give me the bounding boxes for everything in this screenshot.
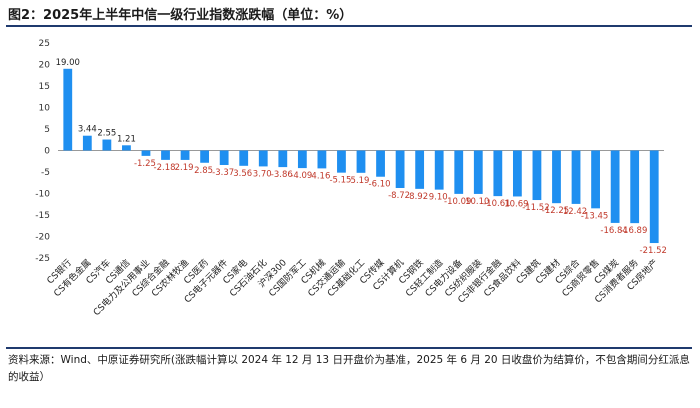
bar bbox=[552, 150, 561, 204]
bar bbox=[278, 150, 288, 168]
bar bbox=[258, 150, 268, 167]
data-label: 8.92 bbox=[409, 192, 428, 202]
bar bbox=[200, 150, 210, 163]
bar bbox=[473, 150, 483, 194]
bar bbox=[356, 150, 366, 173]
source-note: 资料来源：Wind、中原证券研究所(涨跌幅计算以 2024 年 12 月 13 … bbox=[8, 354, 690, 383]
data-label: 3.70 bbox=[253, 169, 272, 179]
bar bbox=[571, 150, 581, 204]
data-label: -3.86 bbox=[271, 170, 293, 180]
bar bbox=[161, 150, 170, 160]
y-tick-label: -10 bbox=[35, 190, 50, 200]
bar bbox=[102, 139, 112, 151]
data-label: 2.19 bbox=[175, 163, 194, 173]
bar bbox=[532, 150, 542, 201]
y-tick-label: 5 bbox=[44, 125, 50, 135]
data-label: -16.84 bbox=[600, 226, 627, 236]
data-label: -4.09 bbox=[290, 171, 312, 181]
data-label: 9.10 bbox=[429, 193, 448, 203]
bar bbox=[434, 150, 444, 190]
y-tick-label: -5 bbox=[41, 168, 50, 178]
data-label: -11.52 bbox=[522, 203, 549, 213]
chart-title: 图2：2025年上半年中信一级行业指数涨跌幅（单位：%） bbox=[8, 8, 353, 23]
y-tick-label: -25 bbox=[35, 254, 50, 264]
data-label: 4.16 bbox=[311, 171, 330, 181]
bottom-divider bbox=[6, 347, 692, 349]
bar bbox=[630, 150, 640, 224]
data-label: 10.10 bbox=[465, 197, 489, 207]
bar bbox=[297, 150, 307, 169]
data-label: 5.19 bbox=[351, 176, 370, 186]
bar bbox=[317, 150, 327, 169]
data-label: -8.72 bbox=[388, 191, 410, 201]
y-tick-label: 0 bbox=[44, 147, 50, 157]
data-label: 1.21 bbox=[117, 134, 136, 144]
bar bbox=[591, 150, 600, 209]
data-label: 2.85 bbox=[194, 166, 213, 176]
data-label: -16.89 bbox=[620, 226, 647, 236]
bar bbox=[82, 135, 92, 151]
y-tick-label: 10 bbox=[39, 104, 51, 114]
data-label: -10.09 bbox=[444, 197, 471, 207]
data-label: -1.25 bbox=[134, 159, 156, 169]
data-label: -12.25 bbox=[542, 206, 569, 216]
data-label: 12.42 bbox=[563, 207, 587, 217]
bar bbox=[454, 150, 464, 194]
data-label: 19.00 bbox=[56, 58, 80, 68]
data-label: -21.52 bbox=[640, 246, 667, 256]
bar bbox=[493, 150, 503, 197]
data-label: -2.18 bbox=[154, 163, 176, 173]
bar bbox=[512, 150, 522, 197]
bar bbox=[649, 150, 659, 244]
y-tick-label: -20 bbox=[35, 233, 50, 243]
bar bbox=[122, 145, 131, 151]
bar bbox=[219, 150, 229, 165]
bar bbox=[141, 150, 151, 156]
data-label: -10.61 bbox=[483, 199, 510, 209]
data-label: 2.55 bbox=[97, 129, 116, 139]
bar bbox=[610, 150, 620, 223]
top-divider bbox=[6, 25, 692, 27]
data-label: 3.44 bbox=[78, 125, 97, 135]
bar bbox=[415, 150, 425, 189]
y-tick-label: 25 bbox=[39, 39, 50, 49]
data-label: 3.56 bbox=[233, 169, 252, 179]
y-tick-label: -15 bbox=[35, 211, 50, 221]
bar bbox=[63, 68, 73, 151]
bar-chart: 2520151050-5-10-15-20-2519.00CS银行3.44CS有… bbox=[35, 39, 667, 318]
data-label: -5.15 bbox=[329, 176, 351, 186]
data-label: -13.45 bbox=[581, 211, 608, 221]
bar bbox=[180, 150, 190, 160]
bar bbox=[239, 150, 249, 166]
bar bbox=[395, 150, 405, 188]
y-tick-label: 20 bbox=[39, 61, 51, 71]
data-label: -3.37 bbox=[212, 168, 234, 178]
data-label: -6.10 bbox=[369, 180, 391, 190]
y-tick-label: 15 bbox=[39, 82, 50, 92]
bar bbox=[376, 150, 385, 177]
bar bbox=[337, 150, 346, 173]
data-label: 10.69 bbox=[504, 199, 528, 209]
